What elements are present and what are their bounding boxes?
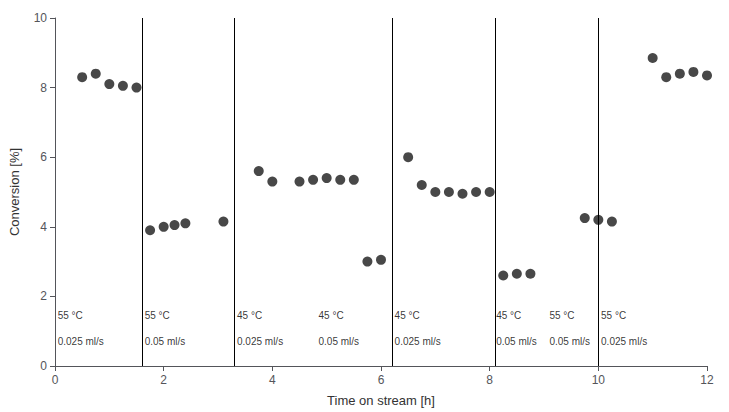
svg-text:6: 6 (40, 150, 47, 164)
svg-text:10: 10 (34, 11, 48, 25)
svg-text:6: 6 (378, 373, 385, 387)
svg-text:2: 2 (160, 373, 167, 387)
svg-text:45 °C: 45 °C (496, 310, 521, 321)
svg-text:0.05 ml/s: 0.05 ml/s (496, 336, 537, 347)
svg-text:0: 0 (52, 373, 59, 387)
svg-text:0.025 ml/s: 0.025 ml/s (601, 336, 647, 347)
svg-text:55 °C: 55 °C (601, 310, 626, 321)
svg-text:10: 10 (592, 373, 606, 387)
svg-text:12: 12 (700, 373, 714, 387)
svg-text:45 °C: 45 °C (395, 310, 420, 321)
svg-text:0.05 ml/s: 0.05 ml/s (319, 336, 360, 347)
svg-text:8: 8 (40, 81, 47, 95)
svg-text:Time on stream [h]: Time on stream [h] (327, 393, 435, 408)
svg-text:55 °C: 55 °C (145, 310, 170, 321)
svg-text:0.025 ml/s: 0.025 ml/s (395, 336, 441, 347)
svg-text:0.025 ml/s: 0.025 ml/s (58, 336, 104, 347)
svg-text:4: 4 (269, 373, 276, 387)
svg-text:2: 2 (40, 289, 47, 303)
svg-text:55 °C: 55 °C (58, 310, 83, 321)
svg-text:45 °C: 45 °C (319, 310, 344, 321)
svg-text:55 °C: 55 °C (549, 310, 574, 321)
svg-text:0.05 ml/s: 0.05 ml/s (145, 336, 186, 347)
svg-text:45 °C: 45 °C (237, 310, 262, 321)
svg-text:0.05 ml/s: 0.05 ml/s (549, 336, 590, 347)
svg-text:4: 4 (40, 220, 47, 234)
svg-text:0: 0 (40, 359, 47, 373)
svg-text:8: 8 (486, 373, 493, 387)
svg-text:Conversion [%]: Conversion [%] (7, 148, 22, 236)
svg-text:0.025 ml/s: 0.025 ml/s (237, 336, 283, 347)
